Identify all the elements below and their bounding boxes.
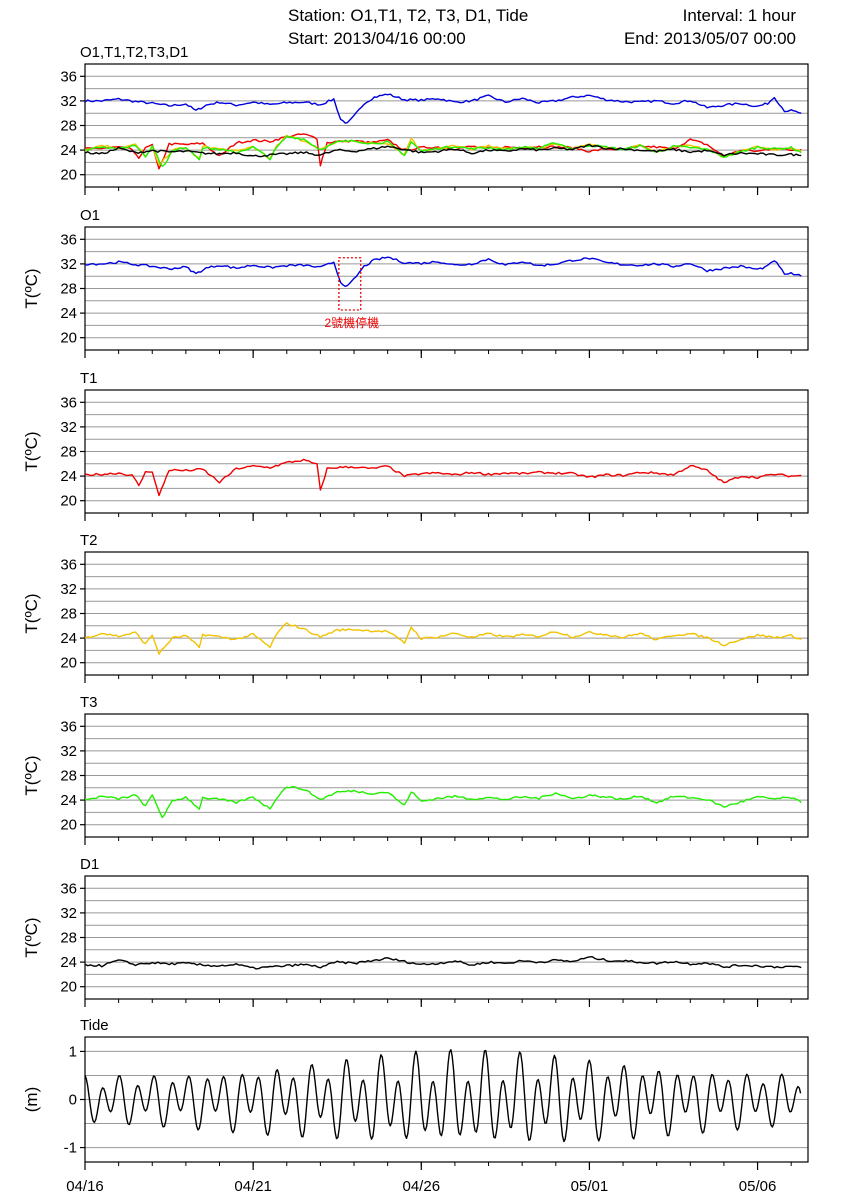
panel-title: T1	[80, 370, 98, 387]
y-tick-label: 20	[60, 167, 77, 184]
panel-title: Tide	[80, 1017, 109, 1034]
panel-title: O1	[80, 207, 100, 224]
x-tick-label: 04/16	[66, 1178, 104, 1195]
series-line-o1	[84, 93, 802, 124]
y-tick-label: 24	[60, 792, 77, 809]
y-tick-label: 28	[60, 444, 77, 461]
y-tick-label: 36	[60, 556, 77, 573]
y-tick-label: 28	[60, 930, 77, 947]
y-tick-label: 36	[60, 880, 77, 897]
y-tick-label: 0	[69, 1092, 77, 1109]
y-axis-label: (m)	[22, 1087, 41, 1112]
y-tick-label: 36	[60, 394, 77, 411]
series-line-o1	[85, 256, 802, 287]
y-tick-label: 32	[60, 581, 77, 598]
interval-label: Interval: 1 hour	[682, 6, 796, 25]
y-axis-label: T(ºC)	[22, 917, 41, 957]
panel-title: O1,T1,T2,T3,D1	[80, 44, 188, 61]
panel-title: D1	[80, 856, 99, 873]
y-tick-label: 24	[60, 142, 77, 159]
annotation-box	[338, 257, 362, 311]
panel-title: T2	[80, 532, 98, 549]
y-tick-label: 24	[60, 630, 77, 647]
y-tick-label: 36	[60, 231, 77, 248]
x-tick-label: 05/01	[571, 1178, 609, 1195]
series-line-t1	[84, 458, 802, 497]
y-tick-label: 24	[60, 468, 77, 485]
series-line-d1	[84, 956, 802, 970]
y-tick-label: 28	[60, 768, 77, 785]
y-tick-label: 1	[69, 1043, 77, 1060]
panel-title: T3	[80, 694, 98, 711]
x-tick-label: 04/21	[234, 1178, 272, 1195]
y-tick-label: 32	[60, 905, 77, 922]
y-tick-label: 28	[60, 606, 77, 623]
station-label: Station: O1,T1, T2, T3, D1, Tide	[288, 6, 529, 25]
y-tick-label: 20	[60, 979, 77, 996]
series-line-t2	[84, 622, 802, 655]
start-label: Start: 2013/04/16 00:00	[288, 29, 466, 48]
y-tick-label: 28	[60, 118, 77, 135]
annotation-label: 2號機停機	[324, 315, 379, 330]
y-tick-label: 36	[60, 68, 77, 85]
x-tick-label: 04/26	[403, 1178, 441, 1195]
y-tick-label: 20	[60, 493, 77, 510]
y-tick-label: 32	[60, 256, 77, 273]
series-line-t3	[84, 786, 802, 819]
y-tick-label: 36	[60, 718, 77, 735]
y-tick-label: 20	[60, 330, 77, 347]
y-tick-label: 32	[60, 419, 77, 436]
y-tick-label: 28	[60, 281, 77, 298]
y-tick-label: 32	[60, 743, 77, 760]
y-tick-label: 20	[60, 655, 77, 672]
y-axis-label: T(ºC)	[22, 755, 41, 795]
y-tick-label: -1	[64, 1140, 77, 1157]
y-tick-label: 24	[60, 954, 77, 971]
y-tick-label: 20	[60, 817, 77, 834]
series-line-tide	[84, 1049, 802, 1143]
x-tick-label: 05/06	[739, 1178, 777, 1195]
series-line-d1	[84, 143, 802, 158]
y-tick-label: 24	[60, 305, 77, 322]
series-line-t3	[84, 135, 802, 168]
y-axis-label: T(ºC)	[22, 268, 41, 308]
series-line-t2	[84, 134, 802, 166]
y-axis-label: T(ºC)	[22, 431, 41, 471]
y-axis-label: T(ºC)	[22, 593, 41, 633]
y-tick-label: 32	[60, 93, 77, 110]
end-label: End: 2013/05/07 00:00	[623, 29, 796, 48]
